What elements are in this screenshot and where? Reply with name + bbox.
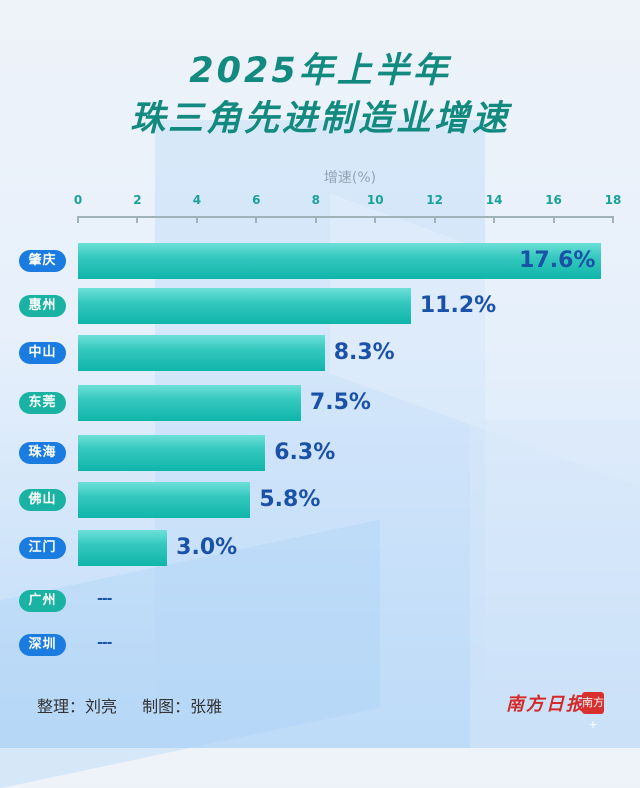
credits: 整理：刘亮 制图：张雅 (37, 693, 242, 717)
x-tick-mark (77, 216, 79, 223)
x-tick-mark (493, 216, 496, 223)
x-tick-label: 16 (545, 193, 562, 207)
value-label: 11.2% (419, 293, 497, 318)
chart-title-line1: 2025年上半年 (189, 51, 451, 91)
value-label: 6.3% (274, 440, 336, 465)
x-tick-label: 2 (133, 193, 142, 207)
background-panel (155, 120, 485, 748)
value-label: 5.8% (259, 487, 321, 512)
x-tick-label: 14 (485, 193, 503, 207)
x-tick-label: 18 (604, 193, 622, 207)
x-axis-line (78, 216, 613, 218)
city-label: 中山 (19, 342, 66, 364)
x-tick-mark (255, 216, 258, 223)
city-label: 珠海 (19, 442, 66, 464)
x-tick-mark (195, 216, 198, 223)
x-tick-label: 6 (252, 193, 261, 207)
bar (78, 482, 251, 518)
x-tick-label: 8 (311, 193, 320, 207)
no-data-label: --- (97, 591, 112, 607)
city-label: 江门 (19, 537, 66, 559)
chart-title-line2: 珠三角先进制造业增速 (129, 99, 510, 139)
value-label: 17.6% (519, 248, 596, 273)
newspaper-logo: 南方日报 (506, 694, 586, 715)
x-tick-mark (314, 216, 317, 223)
compiler-credit: 整理：刘亮 (37, 697, 118, 716)
x-tick-mark (552, 216, 555, 223)
x-tick-label: 10 (366, 193, 384, 207)
city-label: 深圳 (19, 634, 66, 656)
x-tick-label: 4 (192, 193, 202, 207)
city-label: 惠州 (19, 295, 66, 317)
value-label: 7.5% (309, 390, 371, 415)
no-data-label: --- (97, 635, 112, 651)
x-tick-mark (433, 216, 436, 223)
x-tick-mark (374, 216, 377, 223)
bar (78, 288, 411, 324)
x-tick-label: 0 (73, 193, 83, 207)
x-tick-label: 12 (426, 193, 443, 207)
city-label: 广州 (19, 590, 66, 612)
x-tick-mark (612, 216, 614, 223)
bar (78, 335, 325, 371)
bar (78, 385, 301, 421)
bar (78, 530, 168, 566)
designer-credit: 制图：张雅 (142, 697, 223, 716)
value-label: 3.0% (176, 535, 238, 560)
bar (78, 243, 602, 279)
city-label: 佛山 (19, 489, 66, 511)
app-logo-icon: 南方+ (582, 692, 604, 731)
city-label: 肇庆 (19, 250, 66, 272)
x-tick-mark (136, 216, 139, 223)
bar (78, 435, 266, 471)
value-label: 8.3% (333, 340, 395, 365)
city-label: 东莞 (19, 392, 66, 414)
x-axis-title: 增速(%) (323, 170, 377, 186)
